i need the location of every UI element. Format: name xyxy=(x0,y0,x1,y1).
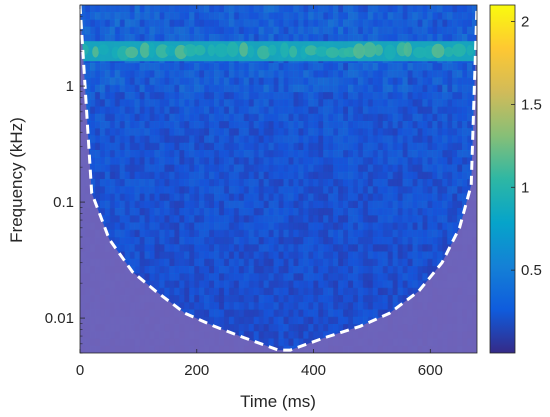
colorbar-tick-label: 2 xyxy=(521,14,529,31)
cone-of-influence-shade xyxy=(80,5,477,353)
x-axis-label: Time (ms) xyxy=(240,392,316,411)
y-axis-ticks: 0.01 0.1 1 xyxy=(45,4,85,354)
y-axis-label: Frequency (kHz) xyxy=(7,117,26,243)
colorbar: 0.5 1 1.5 2 xyxy=(489,4,542,354)
band-peaks xyxy=(80,41,474,61)
colorbar-ticks: 0.5 1 1.5 2 xyxy=(511,14,542,279)
colorbar-tick-label: 0.5 xyxy=(521,262,542,279)
colorbar-gradient xyxy=(489,4,516,354)
y-tick-label: 0.1 xyxy=(53,194,74,211)
x-tick-label: 600 xyxy=(418,362,443,379)
y-tick-label: 0.01 xyxy=(45,310,74,327)
colorbar-tick-label: 1 xyxy=(521,179,529,196)
plot-area xyxy=(80,5,477,353)
plot-frame xyxy=(79,4,478,354)
cone-of-influence-line xyxy=(80,5,477,352)
colorbar-tick-label: 1.5 xyxy=(521,96,542,113)
x-tick-label: 200 xyxy=(184,362,209,379)
x-tick-label: 0 xyxy=(76,362,84,379)
y-tick-label: 1 xyxy=(66,78,74,95)
x-tick-label: 400 xyxy=(301,362,326,379)
x-axis-ticks: 0 200 400 600 xyxy=(76,5,443,379)
